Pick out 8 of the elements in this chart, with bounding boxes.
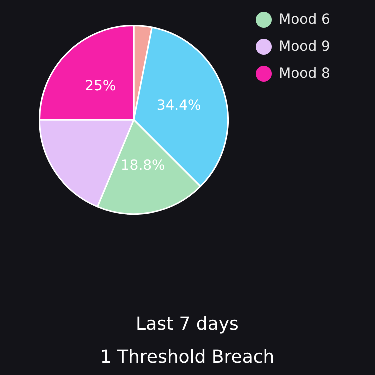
legend-label: Mood 9	[279, 38, 330, 54]
text: Last 7 days	[135, 313, 240, 337]
data-label: 18.8%	[120, 158, 166, 174]
text: 1 Threshold Breach	[99, 346, 276, 370]
data-label: 34.4%	[156, 98, 202, 114]
legend-label: Mood 8	[279, 66, 330, 82]
data-label: 25%	[85, 78, 116, 94]
legend-label: Mood 6	[279, 12, 330, 28]
